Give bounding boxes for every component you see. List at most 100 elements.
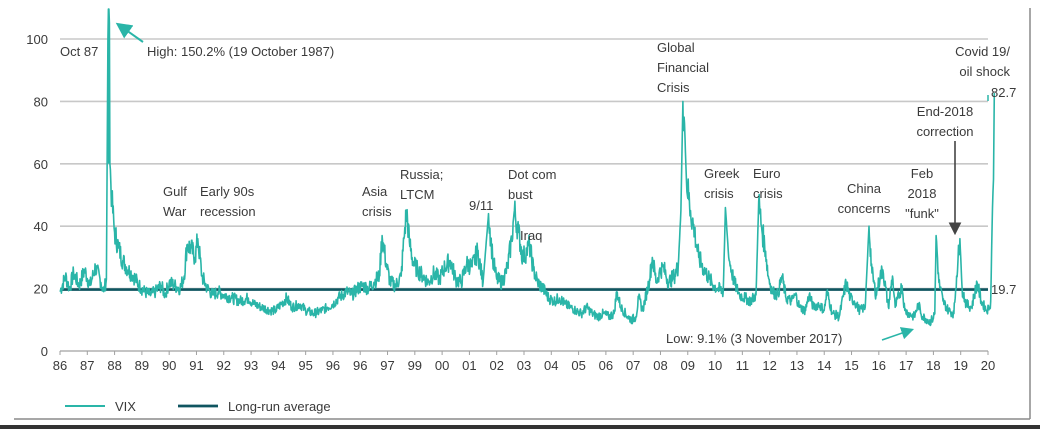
y-tick-label: 80 [34,94,48,109]
annotation-feb2018: Feb 2018 "funk" [905,166,939,221]
annotation-euro: Euro crisis [753,166,783,201]
x-tick-label: 11 [736,358,750,373]
bottom-edge [0,425,1040,429]
x-tick-label: 01 [462,358,476,373]
annotation-greek: Greek crisis [704,166,740,201]
annotation-line: Early 90s [200,184,255,199]
annotation-russia: Russia; LTCM [400,167,443,202]
annotation-asia: Asia crisis [362,184,392,219]
x-tick-label: 95 [298,358,312,373]
x-tick-label: 19 [953,358,967,373]
high-arrow [115,22,144,43]
annotation-line: concerns [838,201,891,216]
x-tick-label: 91 [189,358,203,373]
x-tick-label: 89 [135,358,149,373]
x-tick-label: 93 [244,358,258,373]
annotation-line: China [847,181,882,196]
annotation-line: Low: 9.1% (3 November 2017) [666,331,842,346]
annotation-line: oil shock [959,64,1010,79]
annotation-gfc: Global Financial Crisis [657,40,709,95]
x-tick-label: 05 [571,358,585,373]
annotation-line: bust [508,187,533,202]
annotation-line: "funk" [905,206,939,221]
annotation-dotcom: Dot com bust [508,167,556,202]
annotation-line: Greek [704,166,740,181]
annotation-china: China concerns [838,181,891,216]
annotation-line: Iraq [520,228,542,243]
low-arrow [881,327,915,341]
legend: VIX Long-run average [65,399,331,414]
annotation-line: crisis [362,204,392,219]
x-tick-label: 06 [599,358,613,373]
x-tick-label: 87 [80,358,94,373]
annotation-end2018: End-2018 correction [916,104,973,139]
x-tick-label: 15 [844,358,858,373]
x-tick-label: 12 [762,358,776,373]
annotation-line: 9/11 [469,198,493,213]
annotation-line: Russia; [400,167,443,182]
annotation-line: 2018 [908,186,937,201]
annotation-line: Financial [657,60,709,75]
annotation-low: Low: 9.1% (3 November 2017) [666,331,842,346]
x-tick-label: 10 [708,358,722,373]
annotation-line: crisis [753,186,783,201]
x-tick-label: 17 [899,358,913,373]
x-tick-label: 96 [326,358,340,373]
annotation-line: Feb [911,166,933,181]
annotation-high: High: 150.2% (19 October 1987) [147,44,334,59]
x-tick-label: 90 [162,358,176,373]
x-tick-label: 09 [681,358,695,373]
y-axis-tick-labels: 0 20 40 60 80 100 [26,32,48,359]
annotation-line: 19.7 [991,282,1016,297]
annotation-line: 82.7 [991,85,1016,100]
x-tick-label: 99 [408,358,422,373]
x-tick-label: 14 [817,358,831,373]
annotation-last: 82.7 [991,85,1016,100]
y-tick-label: 60 [34,157,48,172]
annotation-line: Oct 87 [60,44,98,59]
annotation-line: Dot com [508,167,556,182]
x-tick-label: 86 [53,358,67,373]
x-tick-label: 16 [872,358,886,373]
x-tick-label: 88 [107,358,121,373]
annotation-line: War [163,204,187,219]
annotation-early90s: Early 90s recession [200,184,256,219]
annotation-line: Global [657,40,695,55]
annotation-line: High: 150.2% (19 October 1987) [147,44,334,59]
x-tick-label: 04 [544,358,558,373]
y-tick-label: 100 [26,32,48,47]
vix-line-group [59,8,996,327]
vix-line [59,8,996,327]
annotation-line: Asia [362,184,388,199]
annotation-line: crisis [704,186,734,201]
annotation-gulf: Gulf War [163,184,187,219]
annotation-oct87: Oct 87 [60,44,98,59]
x-tick-label: 92 [217,358,231,373]
y-tick-label: 0 [41,344,48,359]
x-tick-label: 20 [981,358,995,373]
x-tick-label: 13 [790,358,804,373]
legend-label-average: Long-run average [228,399,331,414]
x-tick-label: 07 [626,358,640,373]
x-tick-label: 03 [517,358,531,373]
frame-borders [0,8,1040,429]
annotation-line: Crisis [657,80,690,95]
annotation-line: LTCM [400,187,434,202]
x-tick-label: 97 [380,358,394,373]
x-tick-label: 96 [353,358,367,373]
annotation-line: Covid 19/ [955,44,1010,59]
legend-label-vix: VIX [115,399,136,414]
annotation-nine11: 9/11 [469,198,493,213]
x-axis: 86 87 88 89 90 91 92 93 94 95 96 96 97 99 00 01 02 03 04 05… [53,350,995,373]
annotation-covid: Covid 19/oil shock [955,44,1010,79]
x-tick-label: 08 [653,358,667,373]
x-tick-label: 18 [926,358,940,373]
x-tick-label: 00 [435,358,449,373]
annotation-iraq: Iraq [520,228,542,243]
y-tick-label: 20 [34,282,48,297]
annotation-line: correction [916,124,973,139]
x-tick-label: 02 [489,358,503,373]
annotation-line: Euro [753,166,780,181]
annotation-line: End-2018 [917,104,973,119]
